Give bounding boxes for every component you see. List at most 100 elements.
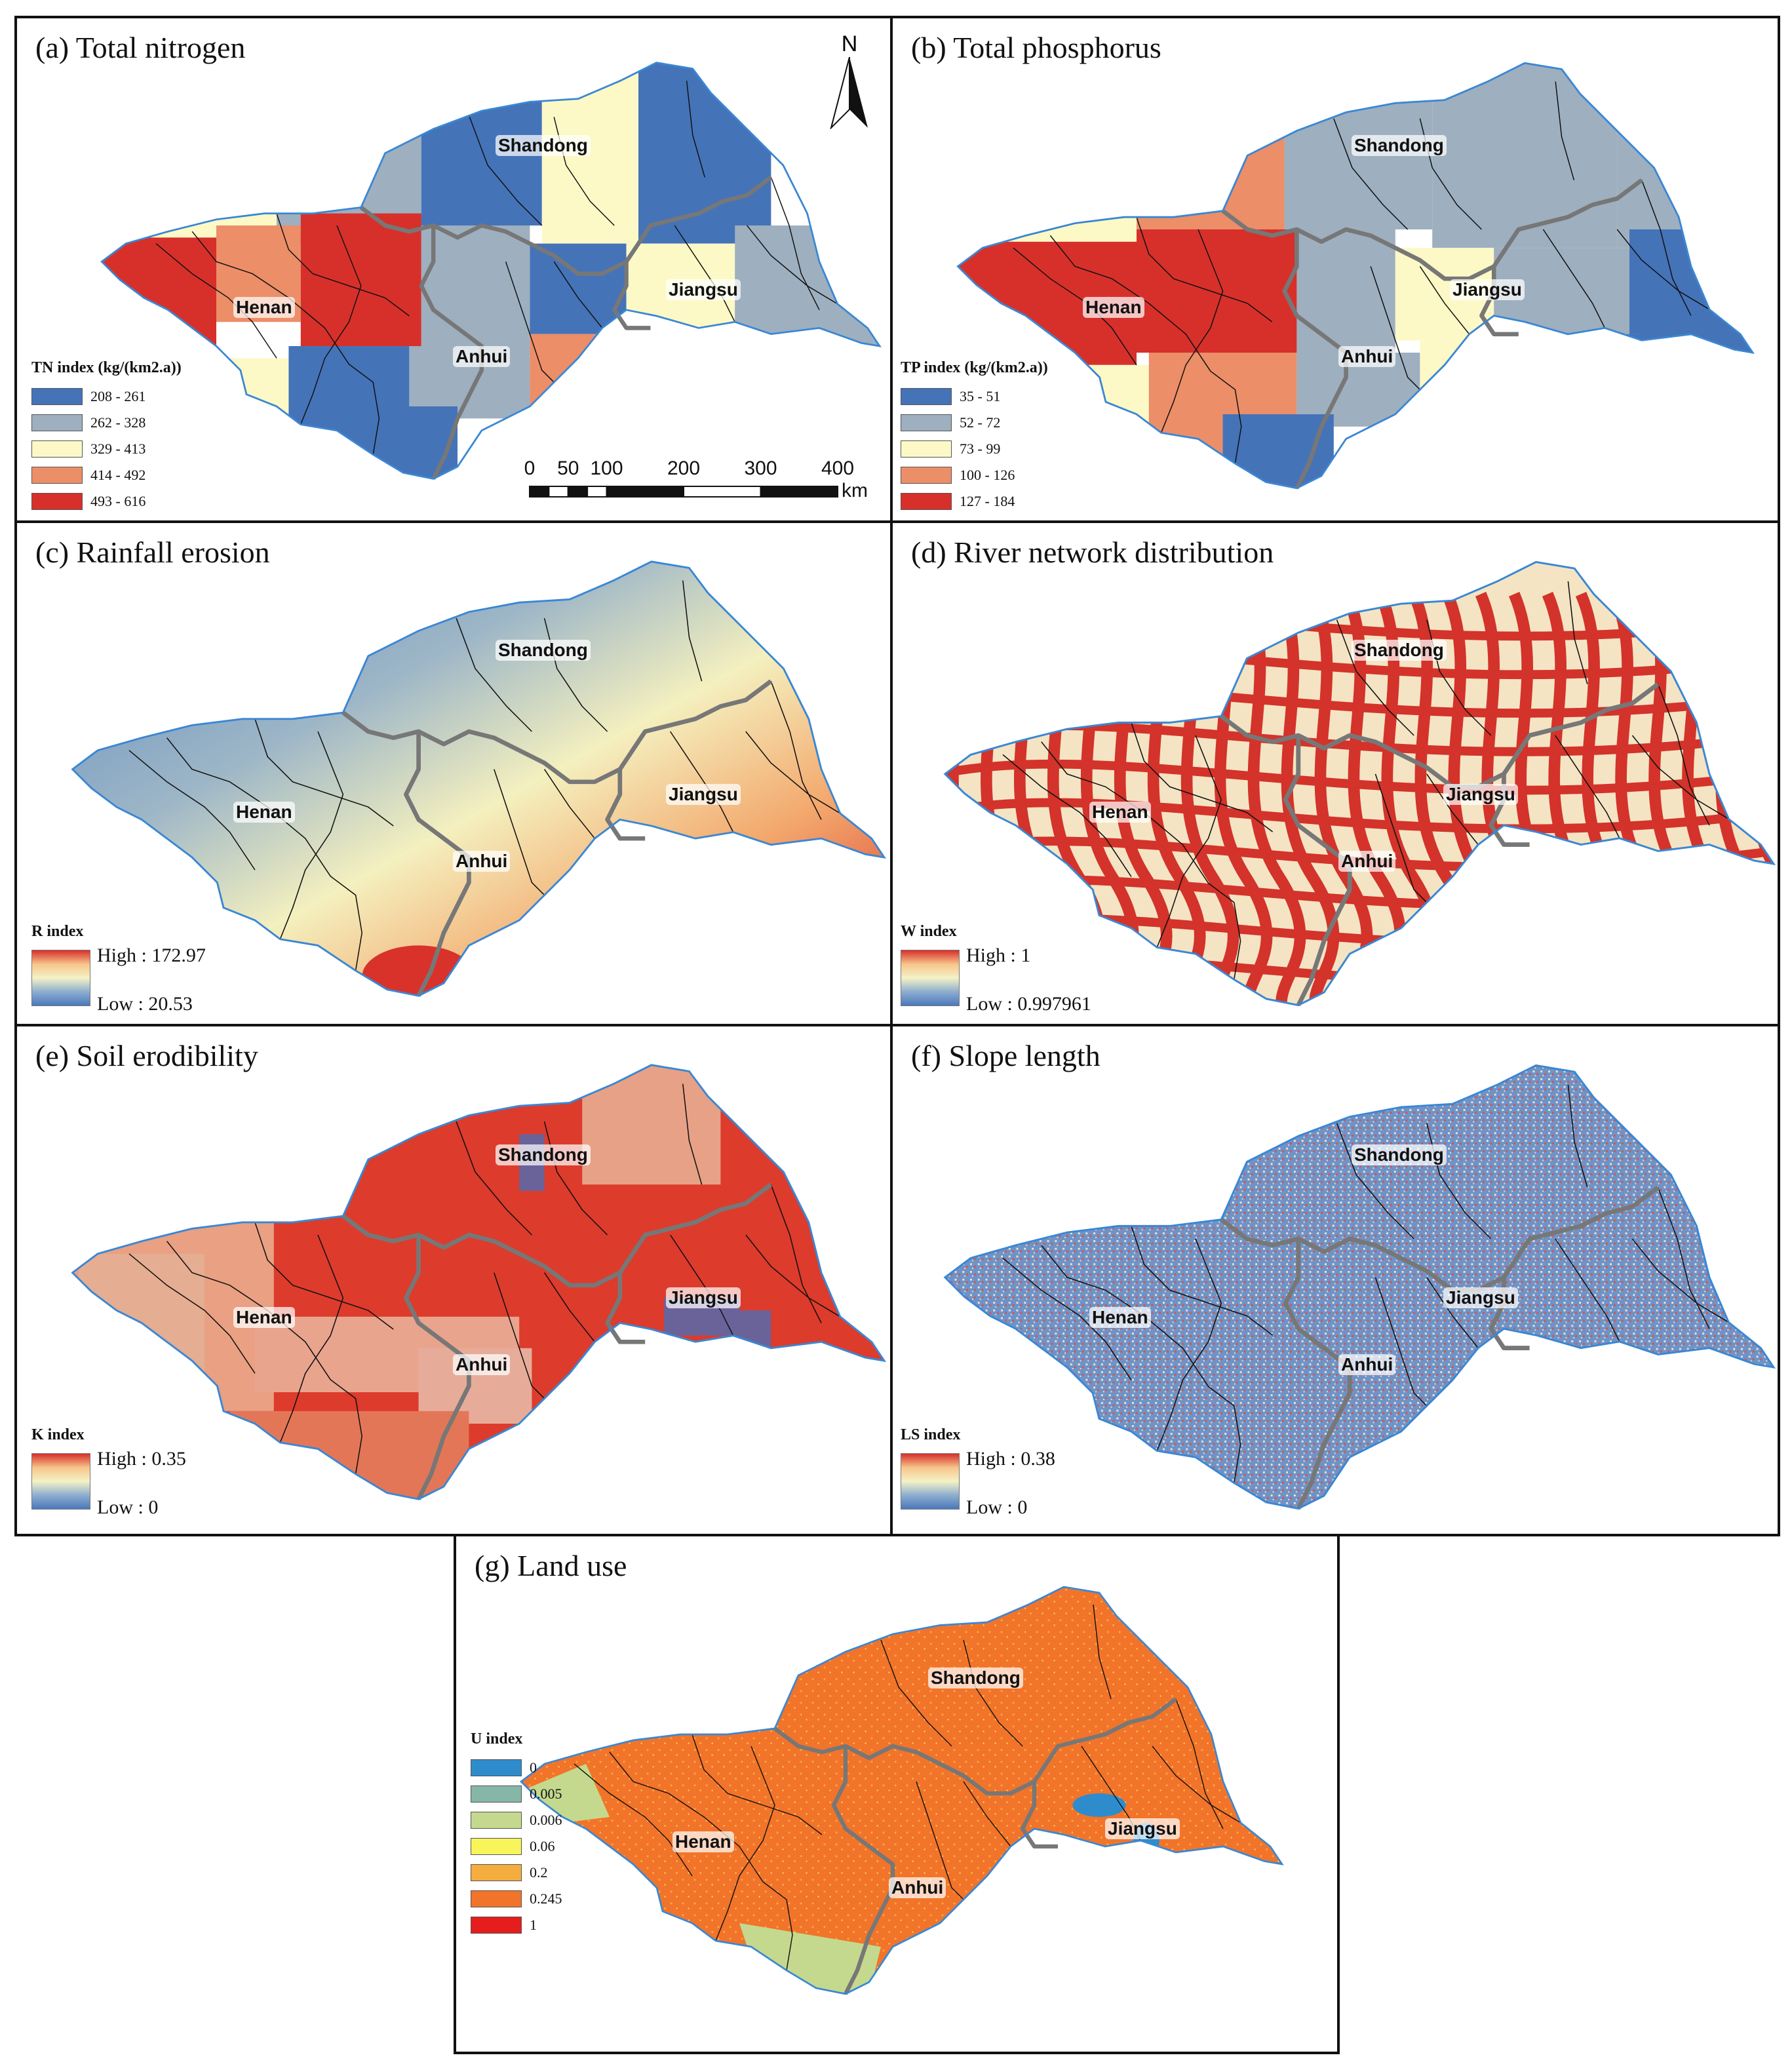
legend-item: 100 - 126: [901, 462, 1048, 488]
legend-swatch: [471, 1785, 522, 1803]
legend-item: 329 - 413: [31, 436, 182, 462]
legend-label: 208 - 261: [90, 388, 146, 404]
legend-title: W index: [901, 923, 957, 940]
panel-b: (b) Total phosphorus Shandong Henan Anhui Ji…: [890, 16, 1780, 523]
panel-title: (a) Total nitrogen: [35, 31, 246, 64]
province-label-henan: Henan: [1089, 802, 1151, 823]
legend-swatch: [471, 1864, 522, 1881]
panel-e: (e) Soil erodibility Shandong Henan Anhui Ji…: [14, 1024, 893, 1536]
ramp-low-label: Low : 0: [97, 1496, 159, 1518]
province-label-anhui: Anhui: [889, 1877, 946, 1898]
north-arrow-icon: [830, 56, 868, 130]
panel-title: (f) Slope length: [911, 1039, 1101, 1072]
legend-swatch: [901, 493, 952, 510]
legend-label: 52 - 72: [960, 414, 1001, 431]
legend-item: 208 - 261: [31, 383, 182, 410]
province-label-shandong: Shandong: [496, 135, 591, 156]
ramp-high-label: High : 0.38: [966, 1448, 1055, 1470]
legend-title: U index: [471, 1730, 523, 1747]
province-label-anhui: Anhui: [453, 346, 511, 367]
scale-bar: 0 50 100 200 300 400 km: [524, 458, 869, 510]
legend-label: 127 - 184: [960, 493, 1015, 509]
legend-label: 262 - 328: [90, 414, 146, 431]
province-label-henan: Henan: [233, 297, 295, 318]
scale-tick: 50: [557, 458, 579, 479]
province-label-anhui: Anhui: [1338, 1354, 1396, 1375]
study-area-outline: [943, 560, 1776, 1007]
scale-unit: km: [842, 480, 868, 501]
province-label-henan: Henan: [233, 1307, 295, 1328]
legend-item: 52 - 72: [901, 410, 1048, 436]
map-svg: [71, 1064, 887, 1500]
province-label-henan: Henan: [672, 1831, 734, 1852]
map-svg: [71, 560, 887, 997]
panel-c: (c) Rainfall erosion Shandong Henan Anhui Ji…: [14, 520, 893, 1026]
legend-item: 414 - 492: [31, 462, 182, 488]
ramp-high-label: High : 1: [966, 945, 1031, 966]
province-label-jiangsu: Jiangsu: [1450, 279, 1525, 300]
province-label-anhui: Anhui: [1338, 851, 1396, 872]
legend-swatch: [31, 440, 83, 458]
study-area-outline: [71, 560, 887, 997]
legend-title: TP index (kg/(km2.a)): [901, 359, 1048, 376]
study-area-outline: [71, 1064, 887, 1500]
legend-label: 0: [530, 1759, 537, 1776]
scale-tick: 400: [821, 458, 855, 479]
legend-swatch: [31, 388, 83, 405]
province-label-henan: Henan: [1083, 297, 1144, 318]
color-ramp: [901, 950, 960, 1006]
north-arrow: N: [830, 31, 869, 132]
legend-title: LS index: [901, 1426, 961, 1443]
legend-label: 0.006: [530, 1812, 562, 1828]
province-label-shandong: Shandong: [928, 1668, 1023, 1688]
study-area-outline: [956, 62, 1755, 490]
province-label-jiangsu: Jiangsu: [1443, 1287, 1518, 1308]
north-label: N: [841, 31, 858, 56]
ramp-low-label: Low : 0.997961: [966, 993, 1091, 1015]
legend-swatch: [471, 1812, 522, 1829]
scale-bar-graphic: [529, 486, 838, 497]
legend-swatch: [901, 467, 952, 484]
legend-label: 0.245: [530, 1890, 562, 1907]
legend-swatch: [471, 1838, 522, 1855]
province-label-shandong: Shandong: [496, 1144, 591, 1165]
legend-swatch: [471, 1890, 522, 1907]
legend-label: 0.06: [530, 1838, 555, 1854]
legend-swatch: [901, 388, 952, 405]
panel-g: (g) Land use Shandong Henan Anhui Jiangsu U i…: [454, 1534, 1340, 2054]
legend-item: 262 - 328: [31, 410, 182, 436]
legend-item: 0.2: [471, 1860, 562, 1886]
legend-title: R index: [31, 923, 84, 940]
province-label-shandong: Shandong: [1352, 640, 1447, 661]
panel-d: (d) River network distribution Shandong He…: [890, 520, 1780, 1026]
map-svg: [519, 1586, 1284, 1995]
ramp-low-label: Low : 20.53: [97, 993, 193, 1015]
legend-title: K index: [31, 1426, 85, 1443]
scale-tick: 100: [590, 458, 623, 479]
map-svg: [943, 1064, 1776, 1510]
province-label-shandong: Shandong: [1352, 135, 1447, 156]
legend: U index 0 0.005 0.006 0.06 0.2 0.245 1: [471, 1730, 562, 1938]
legend-label: 493 - 616: [90, 493, 146, 509]
study-area-outline: [100, 62, 882, 480]
province-label-jiangsu: Jiangsu: [1105, 1818, 1180, 1839]
legend-label: 1: [530, 1917, 537, 1933]
map-svg: [943, 560, 1776, 1007]
province-label-jiangsu: Jiangsu: [666, 784, 741, 805]
scale-tick: 200: [667, 458, 701, 479]
scale-tick: 0: [524, 458, 536, 479]
legend-item: 493 - 616: [31, 488, 182, 515]
color-ramp: [31, 1453, 90, 1510]
province-label-anhui: Anhui: [453, 1354, 511, 1375]
ramp-high-label: High : 172.97: [97, 945, 206, 966]
province-label-jiangsu: Jiangsu: [666, 1287, 741, 1308]
legend-swatch: [31, 467, 83, 484]
scale-tick: 300: [744, 458, 777, 479]
legend-swatch: [901, 414, 952, 431]
color-ramp: [901, 1453, 960, 1510]
panel-title: (g) Land use: [475, 1549, 627, 1582]
legend: K index High : 0.35 Low : 0: [31, 1426, 267, 1518]
panel-title: (c) Rainfall erosion: [35, 536, 270, 569]
legend: TN index (kg/(km2.a)) 208 - 261 262 - 328 3…: [31, 359, 182, 515]
legend-item: 0: [471, 1755, 562, 1781]
